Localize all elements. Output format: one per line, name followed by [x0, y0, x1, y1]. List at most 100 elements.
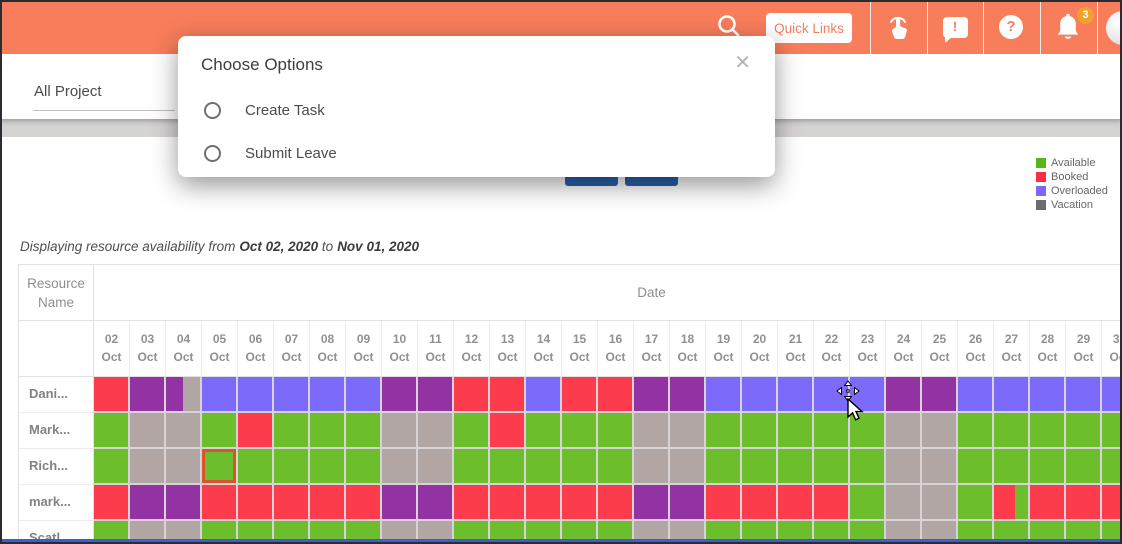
availability-cell[interactable]	[706, 413, 742, 449]
availability-cell[interactable]	[706, 485, 742, 521]
availability-cell[interactable]	[598, 413, 634, 449]
availability-cell[interactable]	[1030, 449, 1066, 485]
search-icon[interactable]	[716, 13, 742, 39]
availability-cell[interactable]	[526, 485, 562, 521]
availability-cell[interactable]	[166, 377, 202, 413]
radio-icon[interactable]	[204, 144, 221, 162]
availability-cell[interactable]	[1102, 377, 1122, 413]
availability-cell[interactable]	[778, 521, 814, 544]
tap-gesture-icon[interactable]	[881, 10, 915, 44]
availability-cell[interactable]	[562, 521, 598, 544]
availability-cell[interactable]	[1066, 413, 1102, 449]
availability-cell[interactable]	[850, 485, 886, 521]
availability-cell[interactable]	[706, 521, 742, 544]
availability-cell[interactable]	[994, 521, 1030, 544]
availability-cell[interactable]	[634, 413, 670, 449]
help-icon[interactable]: ?	[994, 10, 1028, 44]
availability-cell[interactable]	[454, 521, 490, 544]
availability-cell[interactable]	[454, 449, 490, 485]
availability-cell[interactable]	[202, 521, 238, 544]
availability-cell[interactable]	[706, 377, 742, 413]
quick-links-button[interactable]: Quick Links	[766, 13, 852, 43]
availability-cell[interactable]	[634, 377, 670, 413]
availability-cell[interactable]	[310, 413, 346, 449]
availability-cell[interactable]	[454, 485, 490, 521]
availability-cell[interactable]	[526, 521, 562, 544]
availability-cell[interactable]	[130, 521, 166, 544]
availability-cell[interactable]	[742, 449, 778, 485]
availability-cell[interactable]	[958, 521, 994, 544]
availability-cell[interactable]	[310, 377, 346, 413]
availability-cell[interactable]	[274, 413, 310, 449]
availability-cell[interactable]	[130, 449, 166, 485]
availability-cell[interactable]	[958, 449, 994, 485]
availability-cell[interactable]	[1066, 449, 1102, 485]
availability-cell[interactable]	[418, 521, 454, 544]
availability-cell[interactable]	[634, 485, 670, 521]
availability-cell[interactable]	[274, 521, 310, 544]
availability-cell[interactable]	[130, 377, 166, 413]
availability-cell[interactable]	[238, 521, 274, 544]
availability-cell[interactable]	[238, 413, 274, 449]
availability-cell[interactable]	[742, 377, 778, 413]
availability-cell[interactable]	[490, 449, 526, 485]
modal-option[interactable]: Submit Leave	[201, 141, 752, 165]
availability-cell[interactable]	[346, 521, 382, 544]
availability-cell[interactable]	[274, 485, 310, 521]
availability-cell[interactable]	[814, 377, 850, 413]
availability-cell[interactable]	[202, 485, 238, 521]
availability-cell[interactable]	[1066, 521, 1102, 544]
availability-cell[interactable]	[418, 377, 454, 413]
radio-icon[interactable]	[204, 101, 221, 119]
availability-cell[interactable]	[670, 377, 706, 413]
availability-cell[interactable]	[1030, 521, 1066, 544]
availability-cell[interactable]	[346, 413, 382, 449]
availability-cell[interactable]	[886, 377, 922, 413]
availability-cell[interactable]	[670, 449, 706, 485]
availability-cell[interactable]	[598, 377, 634, 413]
availability-cell[interactable]	[994, 413, 1030, 449]
availability-cell[interactable]	[670, 485, 706, 521]
availability-cell[interactable]	[1102, 449, 1122, 485]
availability-cell[interactable]	[922, 377, 958, 413]
availability-cell[interactable]	[1102, 485, 1122, 521]
availability-cell[interactable]	[922, 485, 958, 521]
availability-cell[interactable]	[922, 521, 958, 544]
availability-cell[interactable]	[490, 485, 526, 521]
availability-cell[interactable]	[202, 377, 238, 413]
availability-cell[interactable]	[994, 485, 1030, 521]
availability-cell[interactable]	[310, 521, 346, 544]
availability-cell[interactable]	[526, 413, 562, 449]
availability-cell[interactable]	[526, 377, 562, 413]
availability-cell[interactable]	[346, 377, 382, 413]
availability-cell[interactable]	[706, 449, 742, 485]
availability-cell[interactable]	[274, 449, 310, 485]
availability-cell[interactable]	[598, 449, 634, 485]
availability-cell[interactable]	[886, 449, 922, 485]
availability-cell[interactable]	[850, 521, 886, 544]
availability-cell[interactable]	[670, 413, 706, 449]
availability-cell[interactable]	[418, 413, 454, 449]
availability-cell[interactable]	[958, 485, 994, 521]
availability-cell[interactable]	[454, 413, 490, 449]
availability-cell[interactable]	[346, 485, 382, 521]
availability-cell[interactable]	[166, 521, 202, 544]
availability-cell[interactable]	[994, 449, 1030, 485]
modal-option[interactable]: Create Task	[201, 98, 752, 122]
availability-cell[interactable]	[814, 521, 850, 544]
availability-cell[interactable]	[958, 413, 994, 449]
availability-cell[interactable]	[850, 413, 886, 449]
availability-cell[interactable]	[310, 449, 346, 485]
availability-cell[interactable]	[418, 485, 454, 521]
availability-cell[interactable]	[922, 449, 958, 485]
availability-cell[interactable]	[562, 413, 598, 449]
availability-cell[interactable]	[562, 449, 598, 485]
availability-cell[interactable]	[958, 377, 994, 413]
availability-cell[interactable]	[886, 413, 922, 449]
availability-cell[interactable]	[202, 413, 238, 449]
availability-cell[interactable]	[382, 413, 418, 449]
availability-cell[interactable]	[670, 521, 706, 544]
availability-cell[interactable]	[562, 377, 598, 413]
availability-cell[interactable]	[1030, 413, 1066, 449]
availability-cell[interactable]	[490, 413, 526, 449]
